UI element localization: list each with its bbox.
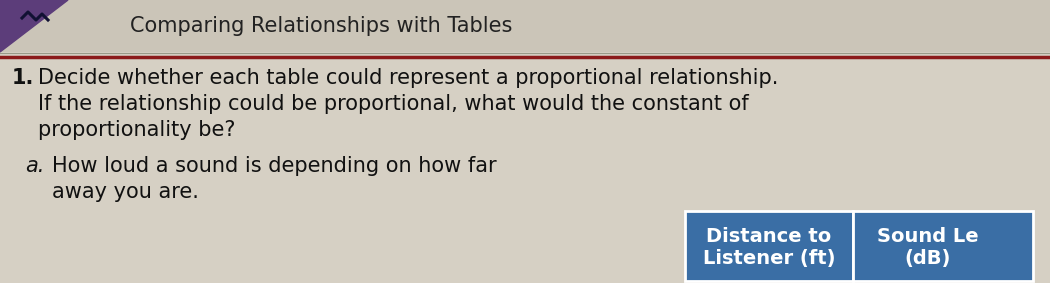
Text: Decide whether each table could represent a proportional relationship.: Decide whether each table could represen…	[38, 68, 778, 88]
Text: Comparing Relationships with Tables: Comparing Relationships with Tables	[130, 16, 512, 36]
Text: a.: a.	[25, 156, 44, 176]
Polygon shape	[0, 0, 68, 52]
Bar	[0, 0, 1050, 52]
Text: proportionality be?: proportionality be?	[38, 120, 235, 140]
Text: away you are.: away you are.	[52, 182, 198, 202]
Text: Listener (ft): Listener (ft)	[702, 249, 835, 268]
Text: If the relationship could be proportional, what would the constant of: If the relationship could be proportiona…	[38, 94, 749, 114]
Text: Distance to: Distance to	[707, 227, 832, 246]
Text: (dB): (dB)	[905, 249, 951, 268]
Text: How loud a sound is depending on how far: How loud a sound is depending on how far	[52, 156, 497, 176]
Bar	[685, 211, 853, 281]
Bar	[853, 211, 1033, 281]
Text: Sound Le: Sound Le	[877, 227, 979, 246]
Text: 1.: 1.	[12, 68, 35, 88]
